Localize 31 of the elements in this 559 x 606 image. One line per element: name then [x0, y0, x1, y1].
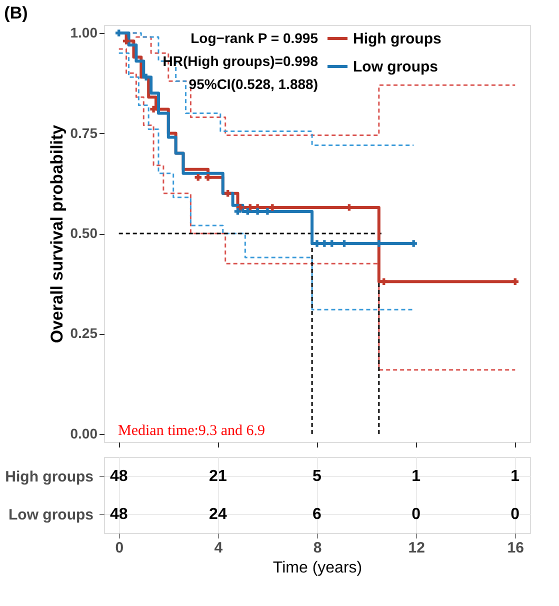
data-label: 48: [110, 506, 128, 523]
y-tick-label: 1.00: [70, 24, 98, 41]
annotation: HR(High groups)=0.998: [162, 53, 318, 69]
data-label: 0: [412, 506, 421, 523]
annotation: Median time:9.3 and 6.9: [118, 423, 266, 439]
annotation: Log−rank P = 0.995: [190, 30, 318, 46]
data-label: 24: [209, 506, 227, 523]
y-tick-label: 0.50: [70, 225, 98, 241]
data-label: 21: [209, 468, 227, 485]
y-tick-label: High groups: [5, 468, 94, 486]
chart-title: (B): [4, 4, 28, 22]
x-tick-label: 16: [507, 540, 524, 556]
annotation: 95%CI(0.528, 1.888): [188, 76, 318, 92]
data-label: 48: [110, 468, 128, 485]
legend-label: High groups: [353, 30, 442, 48]
y-tick-label: 0.25: [70, 325, 98, 342]
x-tick-label: 12: [408, 540, 425, 556]
data-label: 6: [312, 506, 322, 523]
x-tick-label: 4: [214, 540, 224, 556]
data-label: 0: [510, 506, 520, 523]
data-label: 1: [412, 468, 421, 485]
y-axis-title: Overall survival probability: [47, 124, 66, 344]
y-tick-label: 0.75: [70, 124, 98, 141]
data-label: 5: [312, 468, 322, 485]
y-tick-label: Low groups: [8, 506, 94, 524]
data-label: 1: [510, 468, 520, 485]
x-tick-label: 8: [313, 540, 322, 556]
y-tick-label: 0.00: [70, 425, 98, 442]
legend-label: Low groups: [353, 58, 438, 76]
x-tick-label: 0: [115, 540, 124, 556]
x-axis-title: Time (years): [272, 560, 362, 576]
